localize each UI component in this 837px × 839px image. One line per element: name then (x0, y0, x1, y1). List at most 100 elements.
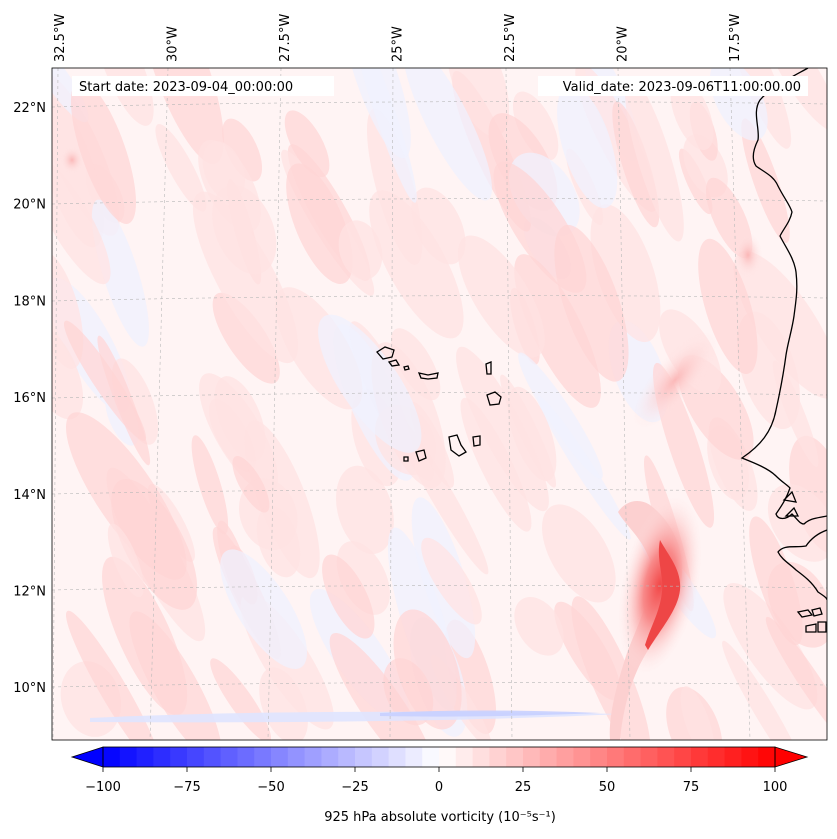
vorticity-texture-patch (52, 156, 111, 285)
colorbar-segment (119, 747, 137, 767)
colorbar-low-extension (70, 746, 104, 768)
colorbar-tick-label: −75 (173, 780, 200, 795)
vorticity-texture-patch (512, 91, 559, 161)
map-panel: Start date: 2023-09-04_00:00:00 Valid_da… (51, 67, 828, 741)
longitude-label: 25°W (391, 26, 406, 62)
vorticity-maximum-core (645, 540, 681, 650)
island-sal (485, 361, 492, 375)
colorbar-tick-label: −100 (85, 780, 121, 795)
longitude-label: 20°W (616, 26, 631, 62)
cape-verde-islands (376, 346, 502, 462)
colorbar-segment (657, 747, 675, 767)
colorbar-segment (355, 747, 373, 767)
colorbar-segment (153, 747, 171, 767)
latitude-label: 14°N (13, 488, 46, 503)
colorbar-segment (472, 747, 490, 767)
colorbar-segment (136, 747, 154, 767)
vorticity-texture-patch (390, 328, 441, 401)
africa-coastline (740, 68, 827, 525)
vorticity-texture-patch (338, 220, 383, 280)
vorticity-texture-patch (63, 320, 147, 441)
vorticity-texture-patch (518, 352, 603, 479)
vorticity-texture-patch (542, 504, 616, 603)
island-fogo (415, 449, 427, 462)
vorticity-texture-patch (91, 199, 149, 347)
vorticity-texture-patch (612, 101, 660, 228)
longitude-label: 17.5°W (728, 14, 743, 62)
colorbar-label: 925 hPa absolute vorticity (10⁻⁵s⁻¹) (324, 810, 556, 825)
vorticity-field (52, 68, 827, 740)
vorticity-texture-patch (102, 556, 188, 716)
vorticity-texture-patch (191, 435, 229, 535)
colorbar-segment (707, 747, 725, 767)
longitude-label: 27.5°W (278, 14, 293, 62)
colorbar-segment (170, 747, 188, 767)
start-date-box (72, 76, 334, 96)
colorbar-segment (254, 747, 272, 767)
vorticity-texture-patch (367, 108, 423, 265)
vorticity-texture-patch (155, 123, 207, 212)
vorticity-texture-patch (493, 161, 587, 293)
vorticity-texture-patch (286, 163, 353, 285)
vorticity-texture-patch (66, 412, 187, 580)
colorbar-tick-label: 25 (515, 780, 532, 795)
colorbar-segment (237, 747, 255, 767)
vorticity-texture-patch (722, 640, 808, 740)
colorbar-segment (489, 747, 507, 767)
vorticity-texture-patch (723, 583, 818, 710)
vorticity-texture-patch (765, 616, 827, 740)
vorticity-texture-patch (446, 68, 510, 137)
vorticity-texture-patch (670, 78, 714, 150)
vorticity-texture-patch (625, 77, 684, 242)
colorbar-segment (573, 747, 591, 767)
vorticity-texture-patch (507, 386, 557, 482)
colorbar-segment (506, 747, 524, 767)
pink-streak-east (632, 331, 718, 429)
vorticity-texture-patch (284, 110, 330, 178)
vorticity-texture-patch (456, 346, 549, 512)
latitude-label: 22°N (13, 101, 46, 116)
vorticity-texture-patch (192, 191, 299, 364)
vorticity-texture-patch (199, 373, 278, 494)
valid-date-label: Valid_date: 2023-09-06T11:00:00.00 (563, 80, 801, 95)
longitude-labels: 32.5°W 30°W 27.5°W 25°W 22.5°W 20°W 17.5°W (53, 14, 743, 62)
colorbar-segment (371, 747, 389, 767)
latitude-label: 10°N (13, 681, 46, 696)
vorticity-texture-patch (222, 118, 263, 182)
longitude-label: 32.5°W (53, 14, 68, 62)
colorbar-segment (674, 747, 692, 767)
vorticity-texture-patch (318, 314, 422, 453)
colorbar-segment (287, 747, 305, 767)
vorticity-texture-patch (232, 456, 270, 513)
vorticity-texture-patch (256, 505, 301, 578)
vorticity-texture-patch (741, 118, 790, 243)
vorticity-texture-patch (393, 609, 462, 730)
colorbar-segment (539, 747, 557, 767)
longitude-label: 22.5°W (503, 14, 518, 62)
colorbar-tick-label: 0 (435, 780, 443, 795)
island-santa-luzia (403, 365, 410, 371)
colorbar-segment (556, 747, 574, 767)
vorticity-texture-patch (212, 292, 280, 384)
island-santo-antao (376, 346, 395, 360)
colorbar-tick-label: 100 (763, 780, 788, 795)
vorticity-texture-patch (70, 80, 136, 224)
coastline (740, 68, 827, 633)
africa-coastline-south (777, 529, 827, 601)
colorbar-segment (187, 747, 205, 767)
colorbar-segments (103, 747, 776, 767)
colorbar-segment (220, 747, 238, 767)
pink-blob-north (734, 233, 762, 277)
pink-blob-northwest (60, 146, 84, 174)
colorbar-tick-label: −50 (257, 780, 284, 795)
colorbar-segment (422, 747, 440, 767)
colorbar-tick-label: 50 (599, 780, 616, 795)
vorticity-texture-patch (65, 610, 162, 740)
island-maio (472, 435, 481, 447)
colorbar-segment (405, 747, 423, 767)
senegal-notch (782, 490, 800, 517)
colorbar-segment (304, 747, 322, 767)
latitude-label: 18°N (13, 294, 46, 309)
vorticity-texture-patch (680, 686, 715, 740)
bijagos-islands (796, 607, 827, 633)
